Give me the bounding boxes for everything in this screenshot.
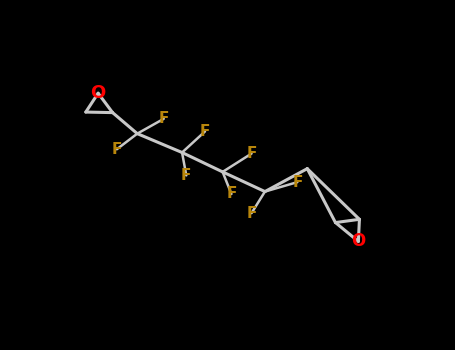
Text: F: F — [200, 124, 210, 139]
Text: O: O — [91, 84, 106, 102]
Text: O: O — [351, 232, 365, 251]
Text: F: F — [292, 175, 303, 190]
Text: F: F — [246, 206, 257, 220]
Text: F: F — [246, 146, 257, 161]
Text: F: F — [158, 111, 169, 126]
Text: F: F — [226, 187, 237, 202]
Text: F: F — [181, 168, 192, 183]
Text: F: F — [111, 142, 122, 157]
